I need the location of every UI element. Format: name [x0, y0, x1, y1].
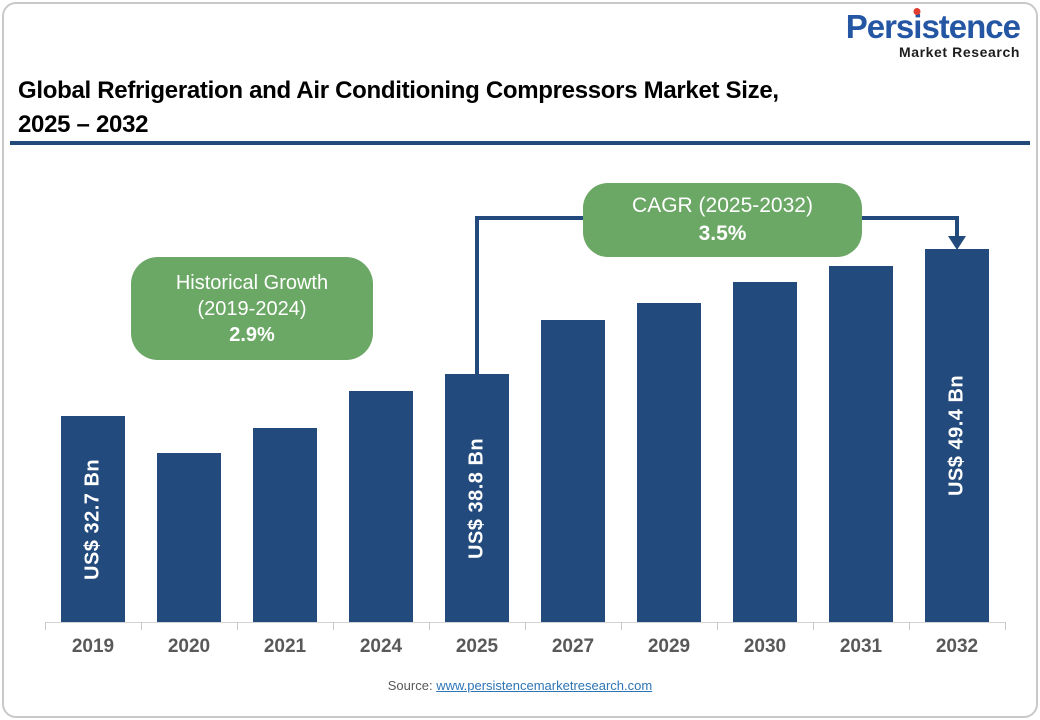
x-axis-labels: 2019 2020 2021 2024 2025 2027 2029 2030 2031 2032 [45, 636, 1005, 658]
bar-cell [813, 180, 909, 622]
chart-title-line2: 2025 – 2032 [18, 111, 149, 138]
bar-cell [141, 180, 237, 622]
axis-tick [813, 622, 814, 630]
x-axis-label-2020: 2020 [167, 636, 211, 657]
bar-value-label: US$ 49.4 Bn [945, 374, 968, 497]
logo-text: Pers [845, 8, 915, 45]
x-axis-label-2029: 2029 [647, 636, 691, 657]
bar-cell: US$ 38.8 Bn [429, 180, 525, 622]
brand-logo-wordmark: Persistence [845, 8, 1021, 45]
chart-title-line1: Global Refrigeration and Air Conditionin… [18, 77, 779, 104]
bar-2030 [733, 282, 797, 622]
bar-value-label: US$ 38.8 Bn [465, 437, 488, 559]
x-axis-label-2031: 2031 [839, 636, 883, 657]
axis-tick [525, 622, 526, 630]
bar-2027 [541, 320, 605, 622]
historical-growth-callout: Historical Growth (2019-2024) 2.9% [131, 257, 373, 360]
x-axis-label-2025: 2025 [455, 636, 499, 657]
bar-2024 [349, 391, 413, 622]
title-underline-rule [10, 141, 1030, 145]
brand-logo: Persistence Market Research [845, 8, 1021, 60]
bar-cell: US$ 49.4 Bn [909, 180, 1005, 622]
bar-cell [333, 180, 429, 622]
bar-2025: US$ 38.8 Bn [445, 374, 509, 622]
source-link[interactable]: www.persistencemarketresearch.com [436, 678, 653, 693]
x-axis-label-2032: 2032 [935, 636, 979, 657]
axis-tick [1005, 622, 1006, 630]
chart-title: Global Refrigeration and Air Conditionin… [18, 74, 779, 142]
bar-2032: US$ 49.4 Bn [925, 249, 989, 622]
x-axis-label-2027: 2027 [551, 636, 595, 657]
historical-growth-line1: Historical Growth [175, 271, 329, 294]
connector-vertical-2025 [475, 216, 479, 376]
bar-cell [237, 180, 333, 622]
x-axis-label-2030: 2030 [743, 636, 787, 657]
brand-logo-subtitle: Market Research [898, 44, 1020, 60]
bar-2031 [829, 266, 893, 622]
bar-2029 [637, 303, 701, 622]
bar-cell [621, 180, 717, 622]
bars-container: US$ 32.7 Bn US$ 38.8 Bn US$ 49.4 Bn [45, 180, 1005, 622]
x-axis-label-2024: 2024 [359, 636, 403, 657]
bar-cell [525, 180, 621, 622]
connector-arrowhead-icon [948, 236, 966, 250]
axis-tick [237, 622, 238, 630]
axis-tick [909, 622, 910, 630]
connector-arrow-stem [955, 216, 959, 238]
axis-tick [429, 622, 430, 630]
bar-2021 [253, 428, 317, 622]
historical-growth-line2: (2019-2024) [197, 297, 307, 320]
axis-tick [717, 622, 718, 630]
axis-tick [333, 622, 334, 630]
bar-2020 [157, 453, 221, 622]
bar-2019: US$ 32.7 Bn [61, 416, 125, 622]
axis-tick [621, 622, 622, 630]
cagr-callout: CAGR (2025-2032) 3.5% [583, 183, 862, 257]
source-line: Source: www.persistencemarketresearch.co… [0, 678, 1040, 693]
bar-value-label: US$ 32.7 Bn [81, 458, 104, 580]
source-prefix: Source: [387, 678, 437, 693]
logo-text: stence [921, 8, 1021, 45]
x-axis-label-2021: 2021 [263, 636, 307, 657]
logo-red-dot-i: i [913, 8, 922, 45]
axis-tick [45, 622, 46, 630]
cagr-value: 3.5% [698, 222, 747, 245]
historical-growth-value: 2.9% [229, 323, 275, 346]
axis-tick [141, 622, 142, 630]
x-axis-label-2019: 2019 [71, 636, 115, 657]
bar-cell [717, 180, 813, 622]
cagr-line1: CAGR (2025-2032) [632, 194, 813, 217]
bar-cell: US$ 32.7 Bn [45, 180, 141, 622]
